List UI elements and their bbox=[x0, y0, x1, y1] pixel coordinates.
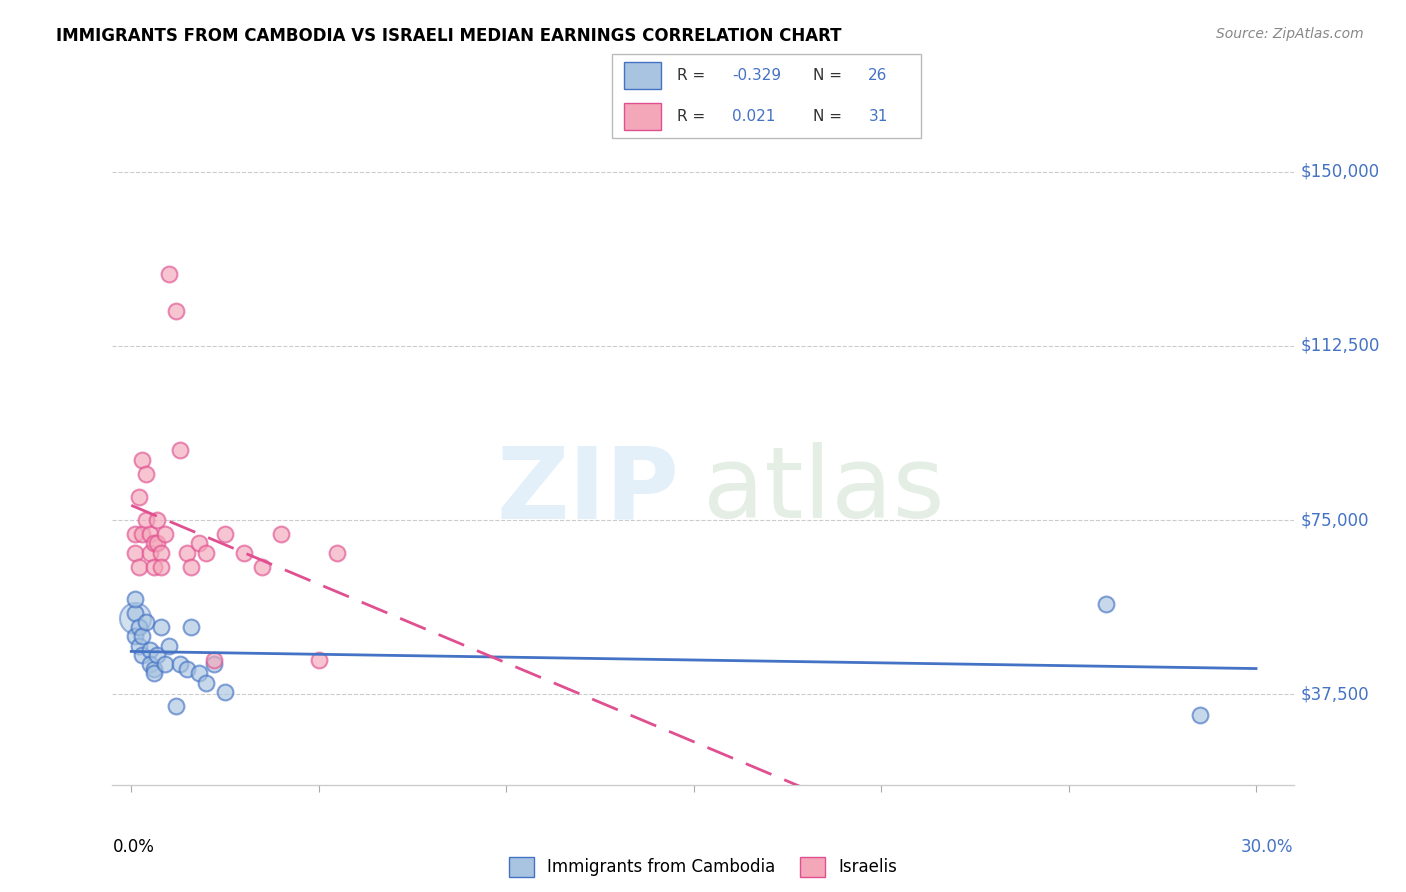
Point bbox=[187, 536, 209, 550]
Point bbox=[252, 559, 274, 574]
Point bbox=[232, 546, 254, 560]
Point bbox=[180, 620, 202, 634]
Legend: Immigrants from Cambodia, Israelis: Immigrants from Cambodia, Israelis bbox=[502, 850, 904, 884]
Point bbox=[180, 559, 202, 574]
Point bbox=[202, 657, 225, 672]
Text: 31: 31 bbox=[869, 109, 887, 124]
Point bbox=[124, 611, 146, 625]
Point bbox=[169, 443, 191, 458]
FancyBboxPatch shape bbox=[612, 54, 921, 138]
Point bbox=[139, 527, 162, 541]
Point bbox=[153, 657, 176, 672]
Point bbox=[157, 639, 180, 653]
Bar bbox=[624, 103, 661, 130]
Point bbox=[326, 546, 349, 560]
Point bbox=[214, 527, 236, 541]
Text: $37,500: $37,500 bbox=[1301, 685, 1369, 704]
Point bbox=[128, 490, 150, 504]
Point bbox=[131, 452, 153, 467]
Text: $75,000: $75,000 bbox=[1301, 511, 1369, 529]
Point bbox=[1188, 708, 1211, 723]
Point bbox=[150, 620, 173, 634]
Text: IMMIGRANTS FROM CAMBODIA VS ISRAELI MEDIAN EARNINGS CORRELATION CHART: IMMIGRANTS FROM CAMBODIA VS ISRAELI MEDI… bbox=[56, 27, 842, 45]
Point bbox=[146, 513, 169, 527]
Text: 30.0%: 30.0% bbox=[1241, 838, 1294, 856]
Point bbox=[135, 615, 157, 630]
Point bbox=[195, 546, 218, 560]
Text: 0.021: 0.021 bbox=[733, 109, 776, 124]
Point bbox=[1095, 597, 1118, 611]
Point bbox=[176, 546, 198, 560]
Point bbox=[135, 467, 157, 481]
Text: N =: N = bbox=[813, 109, 842, 124]
Point bbox=[128, 639, 150, 653]
Text: -0.329: -0.329 bbox=[733, 68, 782, 83]
Text: 26: 26 bbox=[869, 68, 887, 83]
Point bbox=[214, 685, 236, 699]
Point bbox=[202, 652, 225, 666]
Point bbox=[270, 527, 292, 541]
Point bbox=[135, 513, 157, 527]
Point bbox=[150, 559, 173, 574]
Text: R =: R = bbox=[676, 68, 704, 83]
Point bbox=[139, 657, 162, 672]
Point bbox=[187, 666, 209, 681]
Point bbox=[131, 648, 153, 662]
Point bbox=[146, 648, 169, 662]
Text: R =: R = bbox=[676, 109, 704, 124]
Text: N =: N = bbox=[813, 68, 842, 83]
Text: atlas: atlas bbox=[703, 442, 945, 539]
Point bbox=[124, 546, 146, 560]
Point bbox=[169, 657, 191, 672]
Point bbox=[128, 620, 150, 634]
Point bbox=[165, 304, 187, 318]
Point bbox=[124, 592, 146, 607]
Point bbox=[150, 546, 173, 560]
Bar bbox=[624, 62, 661, 89]
Point bbox=[142, 662, 165, 676]
Point bbox=[176, 662, 198, 676]
Point bbox=[124, 606, 146, 620]
Point bbox=[131, 629, 153, 643]
Point bbox=[142, 536, 165, 550]
Point bbox=[139, 643, 162, 657]
Point bbox=[124, 629, 146, 643]
Point bbox=[142, 666, 165, 681]
Point bbox=[157, 267, 180, 281]
Point bbox=[146, 536, 169, 550]
Text: ZIP: ZIP bbox=[496, 442, 679, 539]
Point bbox=[308, 652, 330, 666]
Text: $150,000: $150,000 bbox=[1301, 162, 1379, 181]
Text: Source: ZipAtlas.com: Source: ZipAtlas.com bbox=[1216, 27, 1364, 41]
Point bbox=[142, 559, 165, 574]
Point bbox=[195, 675, 218, 690]
Point bbox=[124, 527, 146, 541]
Text: $112,500: $112,500 bbox=[1301, 337, 1379, 355]
Point bbox=[153, 527, 176, 541]
Point bbox=[139, 546, 162, 560]
Point bbox=[165, 698, 187, 713]
Point bbox=[128, 559, 150, 574]
Text: 0.0%: 0.0% bbox=[112, 838, 155, 856]
Point bbox=[131, 527, 153, 541]
